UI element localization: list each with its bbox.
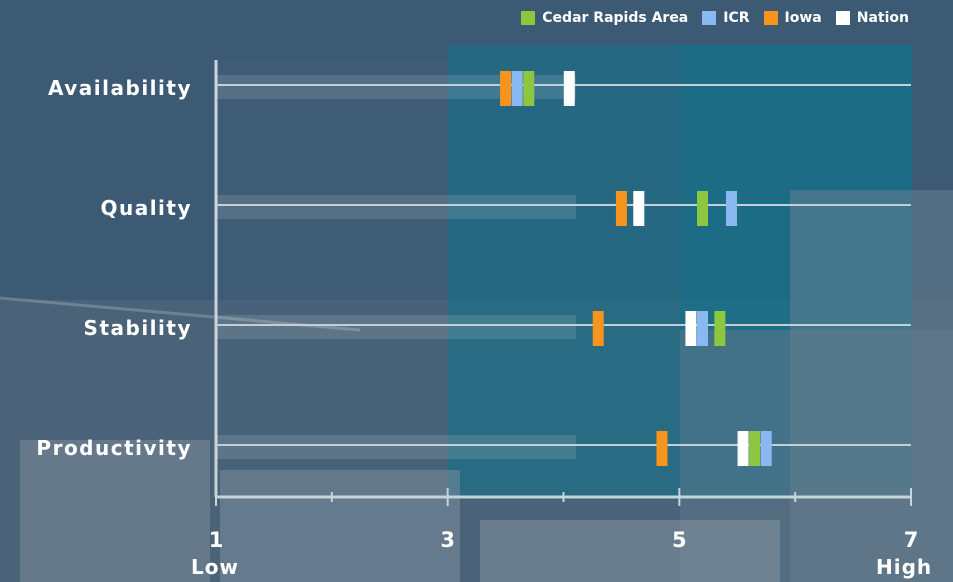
marker-icr [760, 431, 772, 466]
axis-high-label: High [876, 555, 933, 579]
marker-cedar-rapids-area [697, 191, 708, 226]
x-tick-label: 7 [903, 528, 919, 552]
marker-iowa [656, 431, 668, 466]
legend-label: Nation [856, 10, 909, 26]
category-label: Productivity [36, 436, 192, 460]
marker-cedar-rapids-area [749, 431, 761, 466]
x-tick-label: 1 [208, 528, 224, 552]
row-band [216, 195, 576, 219]
x-tick-label: 5 [672, 528, 687, 552]
marker-icr [725, 191, 737, 226]
legend-swatch [763, 11, 778, 25]
row-band [216, 435, 576, 459]
legend-label: Cedar Rapids Area [542, 10, 689, 26]
row-band [216, 315, 576, 339]
category-label: Availability [48, 76, 192, 100]
chart-legend: Cedar Rapids Area ICR Iowa Nation [521, 10, 909, 26]
marker-cedar-rapids-area [714, 311, 726, 346]
marker-iowa [592, 311, 604, 346]
marker-icr [697, 311, 708, 346]
legend-item-icr: ICR [702, 10, 750, 26]
legend-item-cedar-rapids-area: Cedar Rapids Area [521, 10, 688, 26]
marker-nation [563, 71, 575, 106]
legend-item-iowa: Iowa [763, 10, 822, 26]
marker-nation [633, 191, 645, 226]
legend-swatch [702, 11, 717, 25]
axis-low-label: Low [191, 555, 239, 579]
category-label: Quality [100, 196, 192, 220]
marker-nation [685, 311, 697, 346]
marker-cedar-rapids-area [523, 71, 535, 106]
marker-icr [511, 71, 523, 106]
category-label: Stability [83, 316, 192, 340]
legend-label: Iowa [784, 10, 822, 26]
x-tick-label: 3 [440, 528, 455, 552]
legend-item-nation: Nation [835, 10, 909, 26]
legend-swatch [835, 11, 850, 25]
marker-iowa [500, 71, 512, 106]
legend-label: ICR [723, 10, 750, 26]
legend-swatch [521, 11, 536, 25]
marker-iowa [615, 191, 627, 226]
marker-nation [737, 431, 749, 466]
